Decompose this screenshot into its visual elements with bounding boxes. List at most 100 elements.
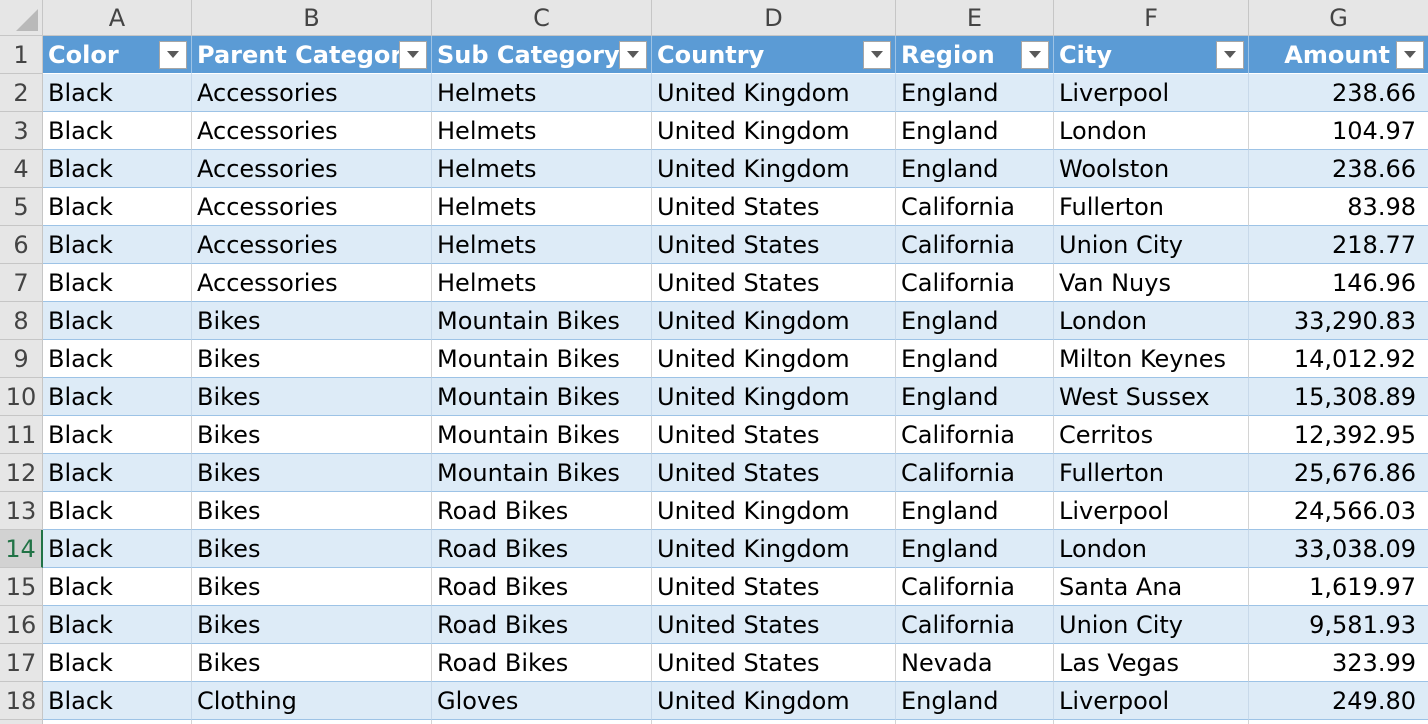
table-cell[interactable]: Liverpool [1054,682,1249,720]
row-header[interactable]: 9 [0,340,43,378]
table-cell[interactable]: Mountain Bikes [432,302,652,340]
table-cell[interactable]: United Kingdom [652,492,896,530]
table-cell[interactable]: Black [43,302,192,340]
table-cell[interactable]: 12,392.95 [1249,416,1428,454]
row-header[interactable]: 17 [0,644,43,682]
table-cell[interactable]: Fullerton [1054,188,1249,226]
row-header[interactable]: 16 [0,606,43,644]
filter-dropdown-icon[interactable] [863,40,891,69]
table-cell[interactable]: Black [43,568,192,606]
table-header-cell[interactable]: Country [652,36,896,74]
row-header[interactable]: 4 [0,150,43,188]
table-cell[interactable]: West Sussex [1054,378,1249,416]
filter-dropdown-icon[interactable] [1396,40,1424,69]
table-cell[interactable]: Mountain Bikes [432,378,652,416]
table-header-cell[interactable]: City [1054,36,1249,74]
table-cell[interactable]: Black [43,644,192,682]
row-header[interactable]: 12 [0,454,43,492]
row-header[interactable]: 2 [0,74,43,112]
table-cell[interactable]: 83.98 [1249,188,1428,226]
table-cell[interactable]: England [896,492,1054,530]
table-cell[interactable]: Liverpool [1054,492,1249,530]
table-cell[interactable]: Van Nuys [1054,264,1249,302]
table-cell[interactable]: Black [43,264,192,302]
filter-dropdown-icon[interactable] [159,40,187,69]
table-cell[interactable]: Nevada [896,644,1054,682]
table-cell[interactable]: Bikes [192,416,432,454]
column-header-f[interactable]: F [1054,0,1249,36]
table-cell[interactable]: Woolston [1054,150,1249,188]
table-cell[interactable]: Fullerton [1054,454,1249,492]
table-header-cell[interactable]: Color [43,36,192,74]
column-header-a[interactable]: A [43,0,192,36]
table-cell[interactable]: Black [43,188,192,226]
table-cell[interactable]: United Kingdom [652,340,896,378]
table-cell[interactable]: Black [43,530,192,568]
table-cell[interactable]: Gloves [432,682,652,720]
table-cell[interactable]: California [896,416,1054,454]
table-header-cell[interactable]: Parent Category [192,36,432,74]
table-cell[interactable]: Mountain Bikes [432,454,652,492]
table-cell[interactable]: Road Bikes [432,530,652,568]
table-cell[interactable]: Bikes [192,644,432,682]
table-cell[interactable] [432,720,652,724]
row-header[interactable]: 7 [0,264,43,302]
row-header[interactable]: 15 [0,568,43,606]
table-cell[interactable]: 146.96 [1249,264,1428,302]
table-cell[interactable]: California [896,568,1054,606]
row-header[interactable]: 14 [0,530,43,568]
table-cell[interactable]: Mountain Bikes [432,340,652,378]
table-cell[interactable]: England [896,530,1054,568]
table-cell[interactable]: United States [652,188,896,226]
table-cell[interactable]: England [896,340,1054,378]
row-header[interactable]: 11 [0,416,43,454]
column-header-e[interactable]: E [896,0,1054,36]
table-cell[interactable]: Black [43,454,192,492]
table-cell[interactable]: Black [43,416,192,454]
table-cell[interactable]: United States [652,226,896,264]
table-cell[interactable]: Black [43,150,192,188]
table-cell[interactable]: 238.66 [1249,74,1428,112]
table-header-cell[interactable]: Sub Category [432,36,652,74]
table-cell[interactable]: United States [652,568,896,606]
row-header[interactable]: 10 [0,378,43,416]
table-cell[interactable]: California [896,226,1054,264]
table-cell[interactable]: United Kingdom [652,112,896,150]
table-cell[interactable] [896,720,1054,724]
table-cell[interactable] [652,720,896,724]
filter-dropdown-icon[interactable] [1216,40,1244,69]
table-cell[interactable]: California [896,606,1054,644]
row-header[interactable]: 6 [0,226,43,264]
table-cell[interactable]: Road Bikes [432,568,652,606]
table-cell[interactable]: Black [43,606,192,644]
table-cell[interactable]: Union City [1054,226,1249,264]
table-cell[interactable]: Accessories [192,112,432,150]
column-header-c[interactable]: C [432,0,652,36]
table-cell[interactable]: 25,676.86 [1249,454,1428,492]
table-cell[interactable]: 9,581.93 [1249,606,1428,644]
table-cell[interactable]: London [1054,302,1249,340]
table-cell[interactable]: London [1054,112,1249,150]
filter-dropdown-icon[interactable] [399,40,427,69]
table-cell[interactable]: Accessories [192,188,432,226]
table-cell[interactable]: Black [43,112,192,150]
table-cell[interactable]: United Kingdom [652,74,896,112]
table-cell[interactable]: Santa Ana [1054,568,1249,606]
table-cell[interactable]: California [896,188,1054,226]
row-header[interactable]: 3 [0,112,43,150]
table-cell[interactable]: 249.80 [1249,682,1428,720]
table-cell[interactable]: Black [43,682,192,720]
table-cell[interactable]: United States [652,606,896,644]
table-header-cell[interactable]: Amount [1249,36,1428,74]
table-cell[interactable]: Accessories [192,150,432,188]
table-cell[interactable]: Milton Keynes [1054,340,1249,378]
row-header[interactable]: 19 [0,720,43,724]
column-header-d[interactable]: D [652,0,896,36]
table-cell[interactable]: United Kingdom [652,302,896,340]
table-cell[interactable]: United Kingdom [652,682,896,720]
select-all-corner[interactable] [0,0,43,36]
table-cell[interactable]: United Kingdom [652,378,896,416]
table-cell[interactable]: 33,038.09 [1249,530,1428,568]
table-cell[interactable]: Black [43,226,192,264]
table-cell[interactable]: Bikes [192,378,432,416]
